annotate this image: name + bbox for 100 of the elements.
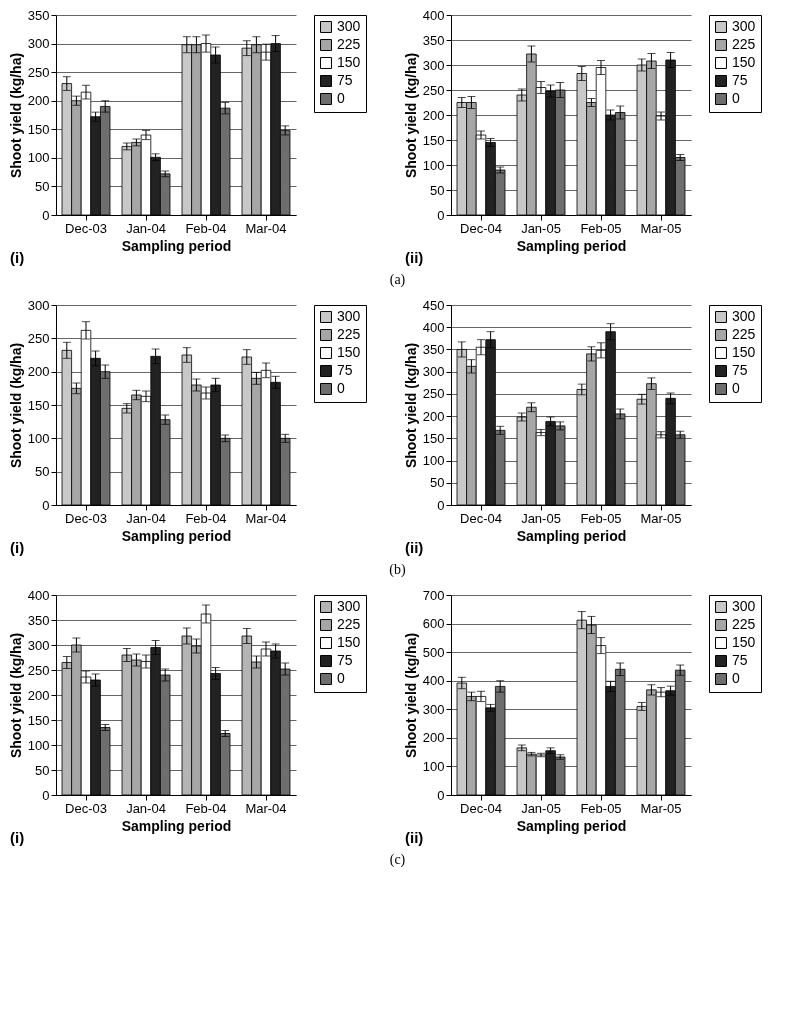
legend-label: 300	[732, 308, 756, 324]
legend-label: 0	[337, 670, 345, 686]
y-tick-label: 150	[422, 430, 445, 446]
legend-label: 225	[337, 326, 361, 342]
legend-label: 150	[337, 54, 361, 70]
y-tick-label: 300	[422, 364, 445, 380]
x-axis-title: Sampling period	[516, 237, 627, 254]
legend-label: 225	[337, 616, 361, 632]
legend-label: 0	[732, 670, 740, 686]
y-tick-label: 50	[430, 182, 445, 198]
y-tick-label: 350	[27, 7, 50, 23]
y-axis-title: Shoot yield (kg/ha)	[7, 632, 24, 759]
legend-label: 75	[732, 72, 748, 88]
y-tick-label: 0	[42, 497, 50, 513]
y-tick-label: 400	[27, 587, 50, 603]
legend-label: 150	[732, 634, 756, 650]
text: (ii)	[405, 249, 424, 266]
y-tick-label: 50	[430, 475, 445, 491]
y-tick-label: 100	[422, 157, 445, 173]
legend-label: 0	[732, 90, 740, 106]
y-tick-label: 50	[35, 464, 50, 480]
x-tick-label: Mar-05	[640, 510, 682, 526]
legend-label: 300	[732, 18, 756, 34]
y-tick-label: 300	[422, 57, 445, 73]
legend-label: 0	[732, 380, 740, 396]
y-tick-label: 100	[27, 737, 50, 753]
legend-label: 225	[732, 326, 756, 342]
x-tick-label: Jan-05	[521, 510, 561, 526]
y-tick-label: 0	[437, 787, 445, 803]
legend-label: 300	[732, 598, 756, 614]
legend-label: 150	[732, 344, 756, 360]
y-tick-label: 200	[422, 107, 445, 123]
x-tick-label: Dec-04	[460, 510, 502, 526]
y-tick-label: 700	[422, 587, 445, 603]
x-axis-title: Sampling period	[121, 527, 232, 544]
y-tick-label: 200	[422, 730, 445, 746]
y-tick-label: 400	[422, 7, 445, 23]
y-tick-label: 150	[27, 712, 50, 728]
legend-label: 300	[337, 308, 361, 324]
y-tick-label: 400	[422, 673, 445, 689]
y-tick-label: 0	[42, 787, 50, 803]
text: (i)	[10, 249, 25, 266]
y-tick-label: 100	[422, 758, 445, 774]
y-tick-label: 200	[27, 93, 50, 109]
y-tick-label: 300	[422, 701, 445, 717]
y-tick-label: 200	[27, 687, 50, 703]
y-tick-label: 150	[27, 121, 50, 137]
x-tick-label: Mar-04	[245, 510, 287, 526]
legend-label: 0	[337, 380, 345, 396]
text: (ii)	[405, 829, 424, 846]
legend-label: 75	[337, 652, 353, 668]
legend-label: 300	[337, 598, 361, 614]
y-tick-label: 350	[422, 32, 445, 48]
y-tick-label: 0	[437, 207, 445, 223]
y-tick-label: 150	[27, 397, 50, 413]
x-tick-label: Mar-05	[640, 220, 682, 236]
x-tick-label: Dec-03	[65, 800, 107, 816]
y-tick-label: 0	[437, 497, 445, 513]
legend-label: 225	[732, 616, 756, 632]
y-axis-title: Shoot yield (kg/ha)	[7, 52, 24, 179]
x-axis-title: Sampling period	[516, 527, 627, 544]
y-tick-label: 300	[27, 297, 50, 313]
x-tick-label: Dec-04	[460, 800, 502, 816]
x-tick-label: Mar-04	[245, 220, 287, 236]
y-tick-label: 450	[422, 297, 445, 313]
x-tick-label: Jan-05	[521, 220, 561, 236]
y-tick-label: 300	[27, 637, 50, 653]
legend-label: 75	[337, 362, 353, 378]
x-tick-label: Jan-04	[126, 220, 166, 236]
y-tick-label: 350	[422, 341, 445, 357]
text: (b)	[388, 562, 407, 579]
y-tick-label: 250	[27, 64, 50, 80]
x-tick-label: Feb-05	[580, 510, 622, 526]
y-tick-label: 100	[27, 430, 50, 446]
y-tick-label: 300	[27, 36, 50, 52]
legend-label: 225	[337, 36, 361, 52]
y-axis-title: Shoot yield (kg/ha)	[402, 632, 419, 759]
legend-label: 75	[732, 362, 748, 378]
x-tick-label: Dec-04	[460, 220, 502, 236]
y-tick-label: 150	[422, 132, 445, 148]
x-tick-label: Feb-04	[185, 510, 227, 526]
y-tick-label: 0	[42, 207, 50, 223]
legend-label: 150	[732, 54, 756, 70]
legend-label: 150	[337, 344, 361, 360]
legend-label: 150	[337, 634, 361, 650]
legend-label: 225	[732, 36, 756, 52]
y-tick-label: 600	[422, 616, 445, 632]
y-tick-label: 250	[27, 330, 50, 346]
y-tick-label: 200	[422, 408, 445, 424]
x-tick-label: Jan-05	[521, 800, 561, 816]
x-axis-title: Sampling period	[121, 237, 232, 254]
y-tick-label: 100	[422, 453, 445, 469]
x-tick-label: Dec-03	[65, 510, 107, 526]
y-tick-label: 500	[422, 644, 445, 660]
text: (a)	[388, 272, 407, 289]
y-tick-label: 250	[422, 386, 445, 402]
legend-label: 75	[337, 72, 353, 88]
y-axis-title: Shoot yield (kg/ha)	[402, 52, 419, 179]
x-axis-title: Sampling period	[516, 817, 627, 834]
x-tick-label: Jan-04	[126, 800, 166, 816]
